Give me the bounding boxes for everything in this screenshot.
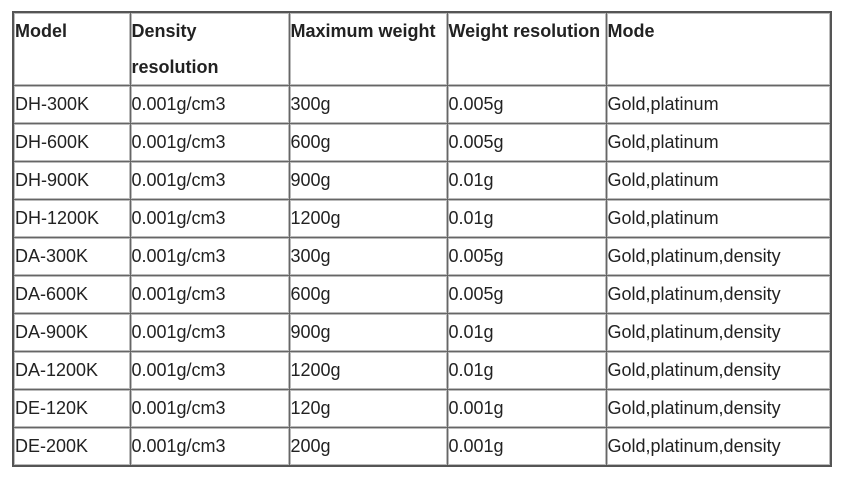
table-cell: Gold,platinum [605, 161, 832, 200]
table-cell: 0.005g [446, 85, 607, 124]
table-cell: 0.01g [446, 161, 607, 200]
table-cell: Gold,platinum [605, 123, 832, 162]
table-cell: 0.005g [446, 237, 607, 276]
table-cell: 0.001g/cm3 [129, 85, 290, 124]
table-row: DE-120K 0.001g/cm3 120g 0.001g Gold,platinum… [12, 389, 832, 428]
table-cell: 300g [288, 237, 448, 276]
table-cell: DH-600K [12, 123, 131, 162]
table-cell: Gold,platinum [605, 85, 832, 124]
table-cell: 0.001g [446, 389, 607, 428]
table-row: DH-1200K 0.001g/cm3 1200g 0.01g Gold,platinu… [12, 199, 832, 238]
table-cell: DA-300K [12, 237, 131, 276]
table-cell: DH-300K [12, 85, 131, 124]
table-cell: DE-200K [12, 427, 131, 467]
table-cell: 0.001g/cm3 [129, 237, 290, 276]
table-cell: 0.01g [446, 351, 607, 390]
table-cell: 0.001g/cm3 [129, 351, 290, 390]
table-cell: 600g [288, 123, 448, 162]
table-cell: DA-600K [12, 275, 131, 314]
table-cell: 0.001g/cm3 [129, 161, 290, 200]
table-cell: Gold,platinum,density [605, 427, 832, 467]
table-cell: 0.001g/cm3 [129, 313, 290, 352]
table-row: DA-600K 0.001g/cm3 600g 0.005g Gold,platinum… [12, 275, 832, 314]
table-cell: Gold,platinum,density [605, 237, 832, 276]
table-cell: 0.001g/cm3 [129, 389, 290, 428]
table-cell: 600g [288, 275, 448, 314]
table-cell: DA-900K [12, 313, 131, 352]
table-cell: 0.001g/cm3 [129, 123, 290, 162]
header-row: Model Density resolution Maximum weight Wei… [12, 11, 832, 86]
table-row: DE-200K 0.001g/cm3 200g 0.001g Gold,platinum… [12, 427, 832, 467]
table-cell: Gold,platinum,density [605, 313, 832, 352]
table-cell: 1200g [288, 351, 448, 390]
table-cell: DA-1200K [12, 351, 131, 390]
table-cell: 120g [288, 389, 448, 428]
table-cell: 900g [288, 313, 448, 352]
table-cell: 0.01g [446, 313, 607, 352]
header-cell: Maximum weight [288, 11, 448, 86]
header-cell: Model [12, 11, 131, 86]
table-row: DA-300K 0.001g/cm3 300g 0.005g Gold,platinum… [12, 237, 832, 276]
table-cell: 0.001g/cm3 [129, 427, 290, 467]
header-cell: Density resolution [129, 11, 290, 86]
table-cell: Gold,platinum [605, 199, 832, 238]
table-row: DH-600K 0.001g/cm3 600g 0.005g Gold,platinum [12, 123, 832, 162]
table-cell: 1200g [288, 199, 448, 238]
table-cell: DH-900K [12, 161, 131, 200]
table-cell: 200g [288, 427, 448, 467]
table-cell: 0.005g [446, 123, 607, 162]
table-cell: 0.001g/cm3 [129, 275, 290, 314]
table-row: DA-900K 0.001g/cm3 900g 0.01g Gold,platinum,… [12, 313, 832, 352]
table-cell: Gold,platinum,density [605, 275, 832, 314]
table-cell: Gold,platinum,density [605, 351, 832, 390]
spec-table: Model Density resolution Maximum weight Wei… [12, 11, 832, 467]
table-cell: 300g [288, 85, 448, 124]
header-cell: Weight resolution [446, 11, 607, 86]
table-cell: 0.001g [446, 427, 607, 467]
table-row: DA-1200K 0.001g/cm3 1200g 0.01g Gold,platinu… [12, 351, 832, 390]
table-cell: Gold,platinum,density [605, 389, 832, 428]
table-body: DH-300K 0.001g/cm3 300g 0.005g Gold,platinum… [12, 85, 832, 467]
header-cell: Mode [605, 11, 832, 86]
table-cell: 0.005g [446, 275, 607, 314]
table-cell: 0.001g/cm3 [129, 199, 290, 238]
table-row: DH-900K 0.001g/cm3 900g 0.01g Gold,platinum [12, 161, 832, 200]
table-cell: DE-120K [12, 389, 131, 428]
table-row: DH-300K 0.001g/cm3 300g 0.005g Gold,platinum [12, 85, 832, 124]
table-cell: 900g [288, 161, 448, 200]
table-cell: 0.01g [446, 199, 607, 238]
table-cell: DH-1200K [12, 199, 131, 238]
